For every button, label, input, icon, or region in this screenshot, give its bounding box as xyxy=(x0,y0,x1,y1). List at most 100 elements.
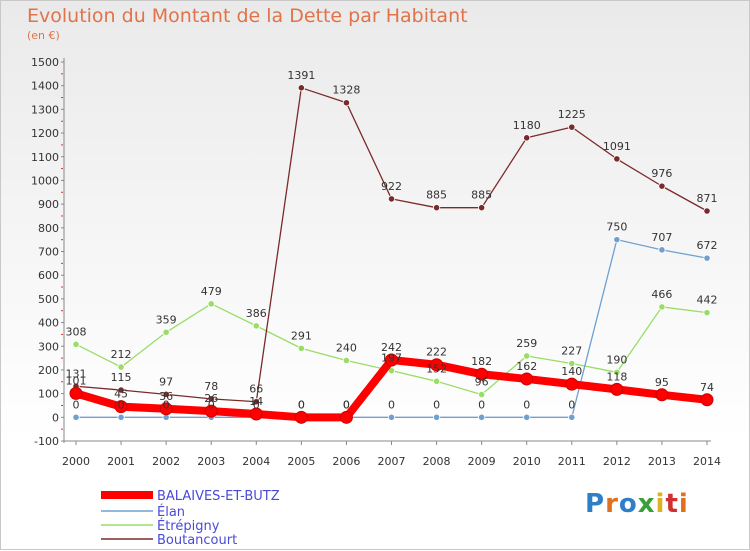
y-tick-label: -100 xyxy=(34,435,59,448)
data-label: 1225 xyxy=(558,108,586,121)
data-point xyxy=(700,393,714,407)
data-point xyxy=(342,356,351,365)
data-label: 442 xyxy=(697,294,718,307)
y-tick-label: 1200 xyxy=(31,127,59,140)
data-label: 118 xyxy=(606,370,627,383)
x-tick-label: 2011 xyxy=(558,455,586,468)
data-label: 479 xyxy=(201,285,222,298)
data-label: 0 xyxy=(343,398,350,411)
data-label: 222 xyxy=(426,346,447,359)
x-tick-label: 2010 xyxy=(513,455,541,468)
x-tick-label: 2002 xyxy=(152,455,180,468)
data-label: 0 xyxy=(298,398,305,411)
x-tick-label: 2006 xyxy=(332,455,360,468)
y-tick-label: 1500 xyxy=(31,56,59,69)
data-label: 0 xyxy=(523,398,530,411)
data-label: 197 xyxy=(381,352,402,365)
x-tick-label: 2007 xyxy=(378,455,406,468)
data-point xyxy=(69,386,83,400)
data-label: 66 xyxy=(249,383,263,396)
x-tick-label: 2014 xyxy=(693,455,721,468)
data-label: 212 xyxy=(111,348,132,361)
y-tick-label: 100 xyxy=(38,388,59,401)
x-tick-label: 2005 xyxy=(287,455,315,468)
data-label: 871 xyxy=(697,192,718,205)
data-label: 182 xyxy=(471,355,492,368)
data-point xyxy=(249,407,263,421)
data-label: 291 xyxy=(291,329,312,342)
data-point xyxy=(159,402,173,416)
data-point xyxy=(478,413,486,421)
data-point xyxy=(658,303,666,311)
data-point xyxy=(655,388,669,402)
data-point xyxy=(658,182,666,190)
proxiti-logo: Proxiti xyxy=(585,489,689,519)
data-label: 0 xyxy=(73,398,80,411)
data-point xyxy=(568,359,576,368)
data-point xyxy=(568,123,576,131)
data-label: 14 xyxy=(249,395,263,408)
data-point xyxy=(478,204,486,212)
data-point xyxy=(703,254,711,262)
data-label: 885 xyxy=(426,189,447,202)
data-point xyxy=(117,413,125,421)
data-label: 78 xyxy=(204,380,218,393)
data-point xyxy=(478,390,486,399)
data-point xyxy=(72,413,80,421)
data-label: 162 xyxy=(516,360,537,373)
data-point xyxy=(523,352,531,360)
data-label: 227 xyxy=(561,345,582,358)
data-point xyxy=(703,207,711,215)
data-point xyxy=(520,372,534,386)
data-label: 0 xyxy=(478,398,485,411)
data-label: 115 xyxy=(111,371,132,384)
logo-letter: r xyxy=(605,489,619,519)
data-point xyxy=(565,377,579,391)
data-label: 0 xyxy=(433,398,440,411)
data-label: 0 xyxy=(163,398,170,411)
data-point xyxy=(207,300,215,308)
chart-subtitle: (en €) xyxy=(27,29,60,42)
legend-label: Élan xyxy=(157,504,185,520)
data-label: 97 xyxy=(159,375,173,388)
data-label: 0 xyxy=(298,398,305,411)
data-label: 140 xyxy=(561,365,582,378)
data-label: 359 xyxy=(156,313,177,326)
data-point xyxy=(658,246,666,254)
data-point xyxy=(610,382,624,396)
data-point xyxy=(613,155,621,163)
y-tick-label: 600 xyxy=(38,269,59,282)
data-point xyxy=(204,404,218,418)
x-tick-label: 2004 xyxy=(242,455,270,468)
x-tick-label: 2003 xyxy=(197,455,225,468)
y-tick-label: 900 xyxy=(38,198,59,211)
data-point xyxy=(114,400,128,414)
data-point xyxy=(117,363,125,371)
data-label: 242 xyxy=(381,341,402,354)
data-label: 0 xyxy=(568,398,575,411)
data-point xyxy=(432,413,441,421)
data-point xyxy=(613,236,621,244)
data-label: 152 xyxy=(426,362,447,375)
data-point xyxy=(162,328,170,336)
data-label: 0 xyxy=(118,398,125,411)
data-label: 1328 xyxy=(332,84,360,97)
data-label: 240 xyxy=(336,341,357,354)
data-label: 1391 xyxy=(287,69,315,82)
data-point xyxy=(162,390,170,398)
data-point xyxy=(72,340,80,348)
data-point xyxy=(568,413,576,421)
data-label: 672 xyxy=(697,239,718,252)
data-label: 976 xyxy=(651,167,672,180)
logo-letter: x xyxy=(637,489,656,519)
data-label: 750 xyxy=(606,221,627,234)
data-point xyxy=(387,195,396,203)
data-label: 0 xyxy=(343,398,350,411)
data-label: 131 xyxy=(66,367,87,380)
data-label: 1180 xyxy=(513,119,541,132)
legend-label: Boutancourt xyxy=(157,533,237,548)
y-tick-label: 400 xyxy=(38,317,59,330)
logo-letter: P xyxy=(585,489,606,519)
x-tick-label: 2008 xyxy=(423,455,451,468)
